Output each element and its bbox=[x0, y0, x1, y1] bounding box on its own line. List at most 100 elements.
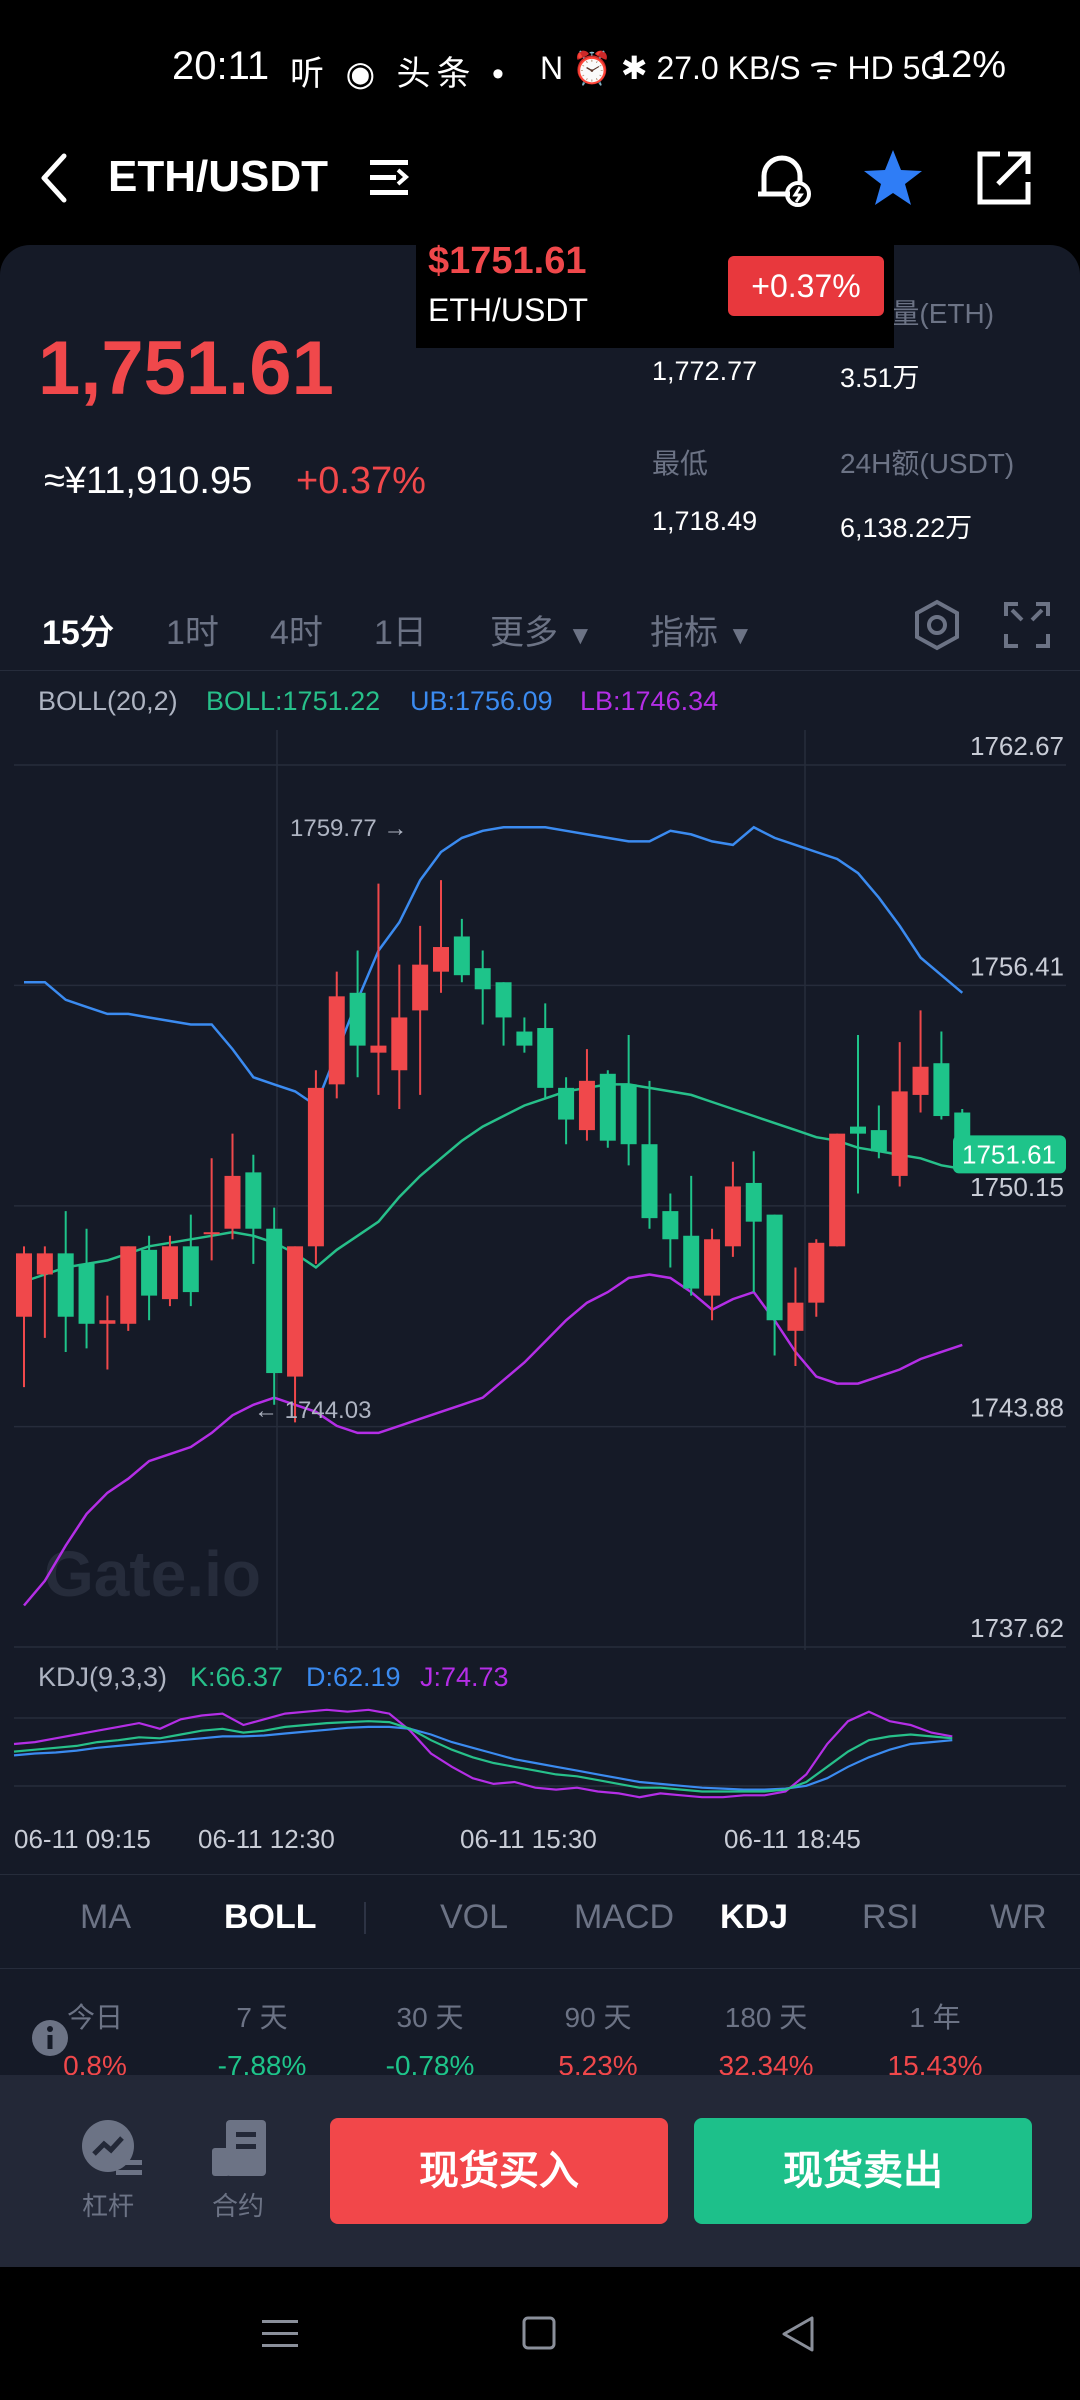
candle-body bbox=[16, 1253, 32, 1317]
indicator-menu[interactable]: 指标 ▼ bbox=[650, 605, 753, 654]
candle-body bbox=[391, 1017, 408, 1071]
candle-body bbox=[182, 1246, 199, 1293]
y-axis-tick: 1750.15 bbox=[970, 1172, 1064, 1202]
boll-lower-line bbox=[23, 1273, 963, 1607]
amount-label: 24H额(USDT) bbox=[840, 448, 1015, 479]
boll-ub-value: UB:1756.09 bbox=[410, 686, 553, 716]
amount-value: 6,138.22万 bbox=[840, 513, 973, 543]
candle-body bbox=[370, 1045, 387, 1053]
tab-vol[interactable]: VOL bbox=[440, 1898, 509, 1936]
candlestick-chart[interactable]: Gate.io 1759.77 → ← 1744.03 1762.67 1756.41 1… bbox=[0, 720, 1080, 1655]
boll-mid-value: BOLL:1751.22 bbox=[206, 686, 381, 716]
candle-body bbox=[203, 1232, 220, 1235]
candle-body bbox=[912, 1066, 929, 1095]
y-axis-tick: 1737.62 bbox=[970, 1613, 1064, 1643]
performance-period: 180 天 bbox=[724, 2002, 808, 2033]
battery-level: 12% bbox=[930, 44, 1007, 86]
candle-body bbox=[537, 1028, 554, 1088]
cny-price: ≈¥11,910.95 bbox=[44, 460, 253, 502]
timeframe-1h[interactable]: 1时 bbox=[166, 614, 219, 652]
divider bbox=[0, 1968, 1080, 1969]
candle-body bbox=[724, 1186, 741, 1247]
fullscreen-icon[interactable] bbox=[1002, 600, 1052, 650]
kdj-k-line bbox=[13, 1720, 953, 1793]
candle-body bbox=[620, 1084, 637, 1145]
candle-body bbox=[954, 1112, 971, 1141]
market-panel bbox=[0, 245, 1080, 2180]
performance-period: 30 天 bbox=[396, 2002, 464, 2033]
candle-body bbox=[245, 1172, 262, 1229]
current-price-label: 1751.61 bbox=[962, 1139, 1056, 1169]
tab-kdj[interactable]: KDJ bbox=[720, 1898, 789, 1936]
boll-lb-value: LB:1746.34 bbox=[580, 686, 719, 716]
price-alert-icon[interactable] bbox=[754, 148, 814, 208]
tooltip-change-badge: +0.37% bbox=[728, 256, 884, 316]
y-axis-tick: 1743.88 bbox=[970, 1393, 1064, 1423]
watermark: Gate.io bbox=[44, 1538, 261, 1610]
low-value: 1,718.49 bbox=[652, 506, 758, 536]
high-marker: 1759.77 → bbox=[290, 815, 407, 842]
tab-macd[interactable]: MACD bbox=[574, 1898, 675, 1936]
x-axis-tick: 06-11 18:45 bbox=[724, 1824, 861, 1854]
timeframe-1d[interactable]: 1日 bbox=[374, 614, 427, 652]
info-icon[interactable] bbox=[30, 2018, 70, 2058]
star-icon[interactable] bbox=[862, 148, 924, 208]
tab-rsi[interactable]: RSI bbox=[862, 1898, 919, 1936]
divider bbox=[0, 670, 1080, 671]
timeframe-15m[interactable]: 15分 bbox=[42, 614, 114, 652]
boll-mid-line bbox=[23, 1083, 963, 1283]
kdj-d-line bbox=[13, 1725, 953, 1791]
kdj-k-value: K:66.37 bbox=[190, 1662, 284, 1692]
candle-body bbox=[766, 1214, 783, 1321]
candle-body bbox=[662, 1211, 679, 1240]
spot-buy-button[interactable]: 现货买入 bbox=[330, 2118, 668, 2224]
tab-divider bbox=[364, 1902, 366, 1934]
leverage-icon bbox=[82, 2120, 142, 2175]
candle-body bbox=[120, 1246, 137, 1324]
kdj-j-value: J:74.73 bbox=[420, 1662, 509, 1692]
tooltip-pair: ETH/USDT bbox=[428, 292, 588, 328]
contract-label: 合约 bbox=[212, 2191, 265, 2221]
x-axis-tick: 06-11 09:15 bbox=[14, 1824, 151, 1854]
share-icon[interactable] bbox=[974, 148, 1034, 208]
pair-title[interactable]: ETH/USDT bbox=[108, 152, 328, 201]
candle-body bbox=[599, 1073, 616, 1141]
candle-body bbox=[453, 936, 470, 976]
candle-body bbox=[99, 1320, 116, 1324]
candle-body bbox=[433, 947, 449, 972]
tab-wr[interactable]: WR bbox=[990, 1898, 1047, 1936]
candle-body bbox=[307, 1087, 324, 1247]
candle-body bbox=[787, 1302, 804, 1331]
back-arrow-icon[interactable] bbox=[34, 150, 74, 206]
timeframe-more[interactable]: 更多 ▼ bbox=[490, 605, 593, 654]
candle-body bbox=[495, 982, 512, 1018]
spot-sell-button[interactable]: 现货卖出 bbox=[694, 2118, 1032, 2224]
candle-body bbox=[161, 1246, 178, 1300]
performance-period: 1 年 bbox=[909, 2002, 961, 2033]
leverage-button[interactable]: 杠杆 bbox=[70, 2118, 150, 2221]
candle-body bbox=[266, 1228, 283, 1374]
y-axis-tick: 1756.41 bbox=[970, 951, 1064, 981]
pair-list-icon[interactable] bbox=[368, 156, 412, 200]
tab-ma[interactable]: MA bbox=[80, 1898, 131, 1936]
performance-period: 90 天 bbox=[564, 2002, 632, 2033]
x-axis-tick: 06-11 12:30 bbox=[198, 1824, 335, 1854]
tab-boll[interactable]: BOLL bbox=[224, 1898, 317, 1936]
candle-body bbox=[287, 1246, 304, 1377]
menu-icon[interactable] bbox=[262, 2316, 298, 2352]
home-icon[interactable] bbox=[522, 2316, 558, 2352]
candle-body bbox=[328, 996, 345, 1085]
status-system-icons: N ⏰ ✱ 27.0 KB/S ᯤ HD 5G bbox=[540, 50, 946, 86]
chart-settings-icon[interactable] bbox=[910, 598, 964, 652]
timeframe-4h[interactable]: 4时 bbox=[270, 614, 323, 652]
status-bar: 20:11 听 ◉ 头条 • N ⏰ ✱ 27.0 KB/S ᯤ HD 5G 1… bbox=[0, 0, 1080, 140]
back-icon[interactable] bbox=[780, 2316, 816, 2352]
tooltip-price: $1751.61 bbox=[428, 240, 587, 282]
contract-icon bbox=[212, 2120, 266, 2176]
candle-body bbox=[57, 1253, 74, 1317]
performance-period: 今日 bbox=[66, 2002, 123, 2033]
contract-button[interactable]: 合约 bbox=[200, 2118, 280, 2221]
candle-body bbox=[558, 1087, 575, 1120]
volume-value: 3.51万 bbox=[840, 363, 920, 393]
indicator-label: 指标 bbox=[650, 614, 718, 652]
